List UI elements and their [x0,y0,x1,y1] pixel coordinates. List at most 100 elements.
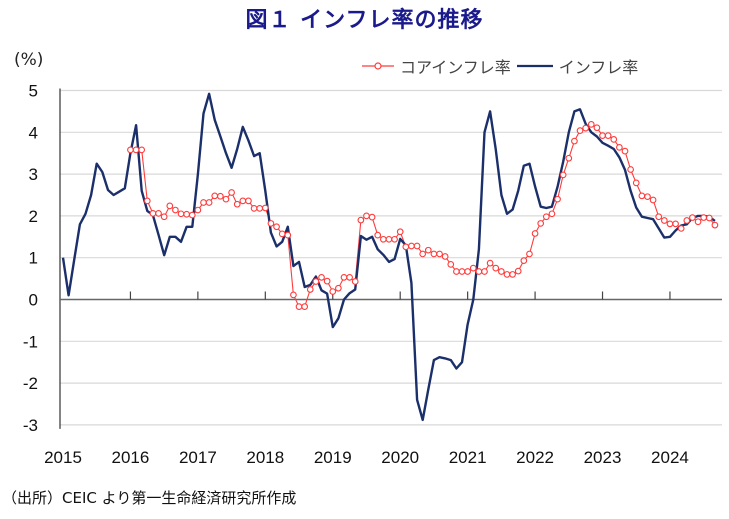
y-tick-label: -2 [23,374,38,393]
core-inflation-point [194,206,202,214]
core-inflation-point [374,231,382,239]
core-inflation-point [492,264,500,272]
core-inflation-point [542,213,550,221]
y-tick-label: 1 [29,249,38,268]
core-inflation-point [217,192,224,200]
core-inflation-point [537,220,545,227]
core-inflation-point [526,250,533,258]
core-inflation-point [559,171,567,179]
core-inflation-point [183,210,190,218]
core-inflation-point [424,246,432,254]
y-tick-label: 5 [29,82,38,101]
core-inflation-point [711,221,719,229]
core-inflation-point [621,147,629,155]
legend-item-headline: インフレ率 [516,54,639,78]
core-inflation-point [672,220,679,228]
core-inflation-point [155,210,162,217]
core-inflation-point [363,212,370,220]
core-inflation-point [368,213,376,221]
core-inflation-point [576,127,584,134]
y-tick-label: 3 [29,165,38,184]
core-inflation-point [503,271,511,278]
core-inflation-point [509,271,516,278]
y-tick-label: -1 [23,332,38,351]
core-inflation-point [385,235,393,243]
legend-core-label: コアインフレ率 [400,58,511,77]
core-inflation-point [481,268,488,275]
core-inflation-point [205,199,213,206]
x-tick-label: 2024 [651,448,689,467]
core-inflation-point [329,288,337,295]
core-inflation-point [453,268,460,275]
x-tick-label: 2023 [584,448,622,467]
core-inflation-point [188,211,196,219]
core-inflation-point [655,213,663,221]
core-inflation-point [149,210,157,217]
core-inflation-point [200,199,207,206]
core-inflation-point [441,253,449,260]
core-inflation-point [273,223,280,231]
core-inflation-point [211,192,219,200]
core-inflation-point [396,228,404,236]
core-inflation-point [379,235,387,243]
core-inflation-point [172,206,179,214]
core-inflation-point [228,189,235,196]
source-note: （出所）CEIC より第一生命経済研究所作成 [2,489,297,507]
series-line-headline-inflation [61,92,716,422]
core-inflation-point [610,136,618,143]
core-inflation-point [222,195,230,203]
legend-item-core: コアインフレ率 [362,54,511,78]
core-inflation-point [346,273,353,281]
core-inflation-point [593,124,601,132]
core-inflation-point [160,213,168,221]
core-inflation-point [599,132,606,139]
x-tick-label: 2018 [246,448,284,467]
core-inflation-point [340,273,348,281]
core-inflation-point [649,196,657,204]
core-inflation-point [447,261,455,268]
chart-title: 図１ インフレ率の推移 [245,8,484,33]
core-inflation-point [419,250,427,258]
core-inflation-point [486,259,494,267]
core-inflation-point [638,192,646,200]
x-tick-label: 2019 [314,448,352,467]
core-inflation-point [290,291,297,299]
y-axis-unit-label: (%) [14,50,44,70]
x-tick-label: 2015 [44,448,82,467]
core-inflation-point [548,210,556,218]
core-inflation-point [312,278,320,285]
core-inflation-point [498,268,505,275]
y-tick-label: 2 [29,207,38,226]
core-inflation-point [143,197,151,205]
core-inflation-point [132,146,140,154]
y-tick-label: -3 [23,416,38,435]
legend-headline-label: インフレ率 [558,58,639,77]
core-inflation-point [464,268,471,275]
core-inflation-point [700,214,708,221]
legend: コアインフレ率 インフレ率 [362,54,644,78]
core-inflation-point [408,242,415,250]
core-inflation-point [587,121,595,128]
core-inflation-point [436,250,443,258]
x-tick-label: 2022 [516,448,554,467]
core-inflation-point [616,143,623,151]
legend-headline-swatch-icon [516,64,553,68]
x-tick-label: 2021 [449,448,487,467]
core-inflation-point [301,303,309,310]
legend-core-swatch-icon [362,62,394,70]
y-tick-label: 4 [29,123,38,142]
core-inflation-point [582,124,590,132]
x-tick-label: 2016 [112,448,150,467]
y-tick-label: 0 [29,291,38,310]
core-inflation-point [554,195,561,203]
core-inflation-point [469,264,477,272]
core-inflation-point [256,205,264,212]
core-inflation-point [458,268,466,275]
core-inflation-point [705,214,713,222]
core-inflation-point [660,217,668,224]
core-inflation-point [402,243,410,251]
core-inflation-point [627,166,634,173]
core-inflation-point [357,216,365,224]
core-inflation-point [683,217,691,224]
core-inflation-point [335,284,342,292]
